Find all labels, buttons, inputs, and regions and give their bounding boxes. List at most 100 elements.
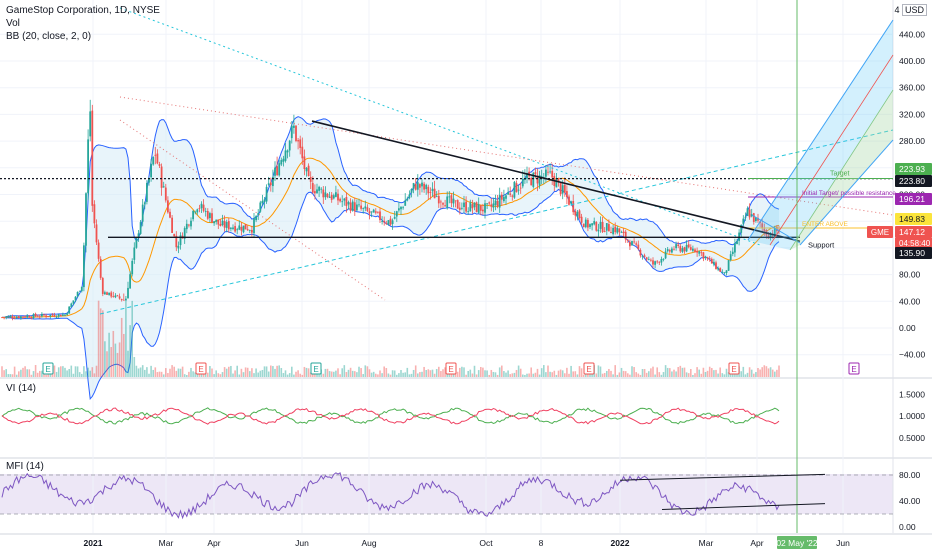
candle-body (282, 158, 285, 162)
symbol-tag-label: GME (871, 228, 889, 237)
vi-legend[interactable]: VI (14) (6, 383, 37, 394)
candle-body (311, 183, 314, 193)
price-axis-tick: 440.00 (899, 29, 925, 39)
volume-bar (385, 367, 388, 377)
volume-legend[interactable]: Vol (6, 18, 20, 29)
candle-body (404, 200, 407, 206)
symbol-title[interactable]: GameStop Corporation, 1D, NYSE (6, 5, 160, 16)
volume-bar (629, 374, 631, 377)
volume-bar (194, 372, 196, 377)
mfi-axis-tick: 40.00 (899, 496, 921, 506)
candle-body (391, 220, 394, 225)
volume-bar (5, 369, 7, 377)
candle-body (356, 204, 358, 211)
candle-body (116, 295, 119, 297)
candle-body (557, 178, 560, 182)
candle-body (387, 220, 390, 225)
volume-bar (654, 374, 656, 377)
volume-bar (406, 367, 409, 377)
candle-body (656, 261, 659, 263)
candle-body (727, 260, 730, 271)
earnings-marker-label: E (586, 365, 591, 374)
dashed-support-diagonal (99, 129, 894, 315)
volume-bar (612, 374, 614, 377)
volume-bar (135, 365, 138, 377)
candle-body (173, 234, 176, 237)
price-axis-tick: 0.00 (899, 323, 916, 333)
volume-bar (496, 374, 499, 377)
earnings-marker: E (310, 362, 322, 375)
candle-body (343, 198, 346, 201)
volume-bar (295, 371, 297, 377)
candle-body (696, 250, 698, 253)
volume-bar (270, 365, 272, 377)
candle-body (322, 189, 325, 198)
volume-bar (131, 300, 133, 377)
price-badge (895, 193, 932, 205)
time-axis-label: Apr (207, 538, 220, 548)
volume-bar (538, 374, 541, 377)
candle-body (446, 196, 449, 209)
volume-bar (650, 368, 652, 377)
candle-body (263, 199, 266, 202)
candle-body (584, 219, 587, 228)
volume-bar (473, 365, 476, 377)
candle-body (423, 183, 425, 190)
volume-bar (494, 372, 497, 377)
volume-bar (356, 372, 358, 377)
volume-bar (591, 372, 593, 377)
volume-bar (267, 371, 270, 377)
candle-body (209, 213, 211, 219)
candle-body (437, 195, 440, 204)
candle-body (101, 278, 104, 294)
volume-bar (139, 367, 142, 377)
candle-body (240, 226, 243, 231)
volume-bar (414, 365, 417, 377)
candle-body (381, 221, 383, 222)
volume-bar (610, 370, 612, 377)
candle-body (347, 201, 350, 205)
candle-body (681, 248, 684, 252)
current-date-badge (777, 536, 817, 549)
candle-body (345, 197, 348, 207)
volume-bar (246, 367, 249, 377)
volume-bar (60, 366, 62, 377)
candle-body (267, 183, 270, 185)
candle-body (141, 204, 144, 222)
candle-body (547, 171, 549, 173)
volume-bar (477, 370, 480, 377)
candle-body (230, 227, 232, 229)
volume-bar (249, 371, 251, 377)
volume-bar (263, 366, 266, 377)
candle-body (475, 202, 478, 212)
candle-body (259, 202, 262, 212)
volume-bar (763, 365, 766, 377)
volume-bar (36, 372, 39, 377)
bollinger-legend[interactable]: BB (20, close, 2, 0) (6, 31, 92, 42)
currency-label[interactable]: 4 USD (894, 4, 927, 16)
candle-body (412, 183, 415, 189)
volume-bar (622, 370, 625, 377)
candle-body (83, 245, 85, 288)
mfi-legend[interactable]: MFI (14) (6, 461, 44, 472)
volume-bar (104, 341, 106, 377)
candle-body (752, 213, 755, 222)
candle-body (38, 316, 41, 318)
candle-body (603, 231, 606, 232)
volume-bar (120, 317, 123, 377)
candle-body (683, 247, 686, 252)
candle-body (622, 231, 625, 234)
candle-body (234, 226, 236, 232)
volume-bar (431, 369, 434, 377)
candle-body (127, 287, 129, 299)
candle-body (750, 214, 753, 217)
volume-bar (240, 368, 243, 377)
candle-body (616, 227, 619, 233)
volume-bar (509, 374, 511, 377)
time-axis-label: Jun (295, 538, 309, 548)
volume-bar (370, 372, 373, 377)
candle-body (167, 200, 169, 213)
volume-bar (74, 366, 77, 377)
candle-body (763, 228, 766, 231)
